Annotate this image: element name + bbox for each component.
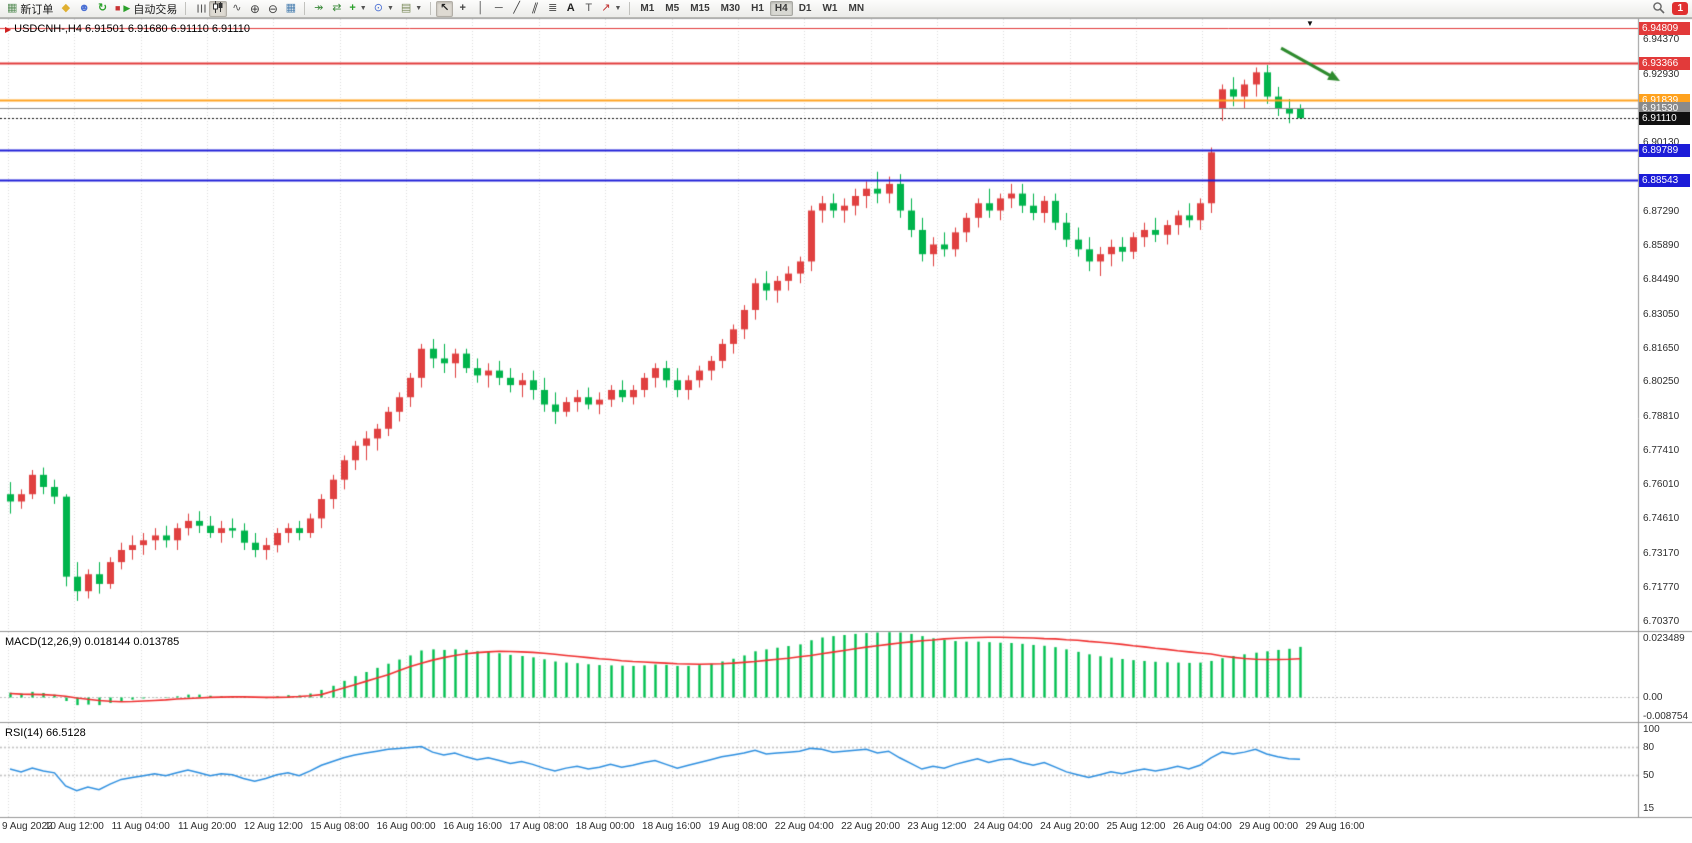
- zoom-out-button[interactable]: ⊖: [264, 1, 281, 17]
- fibonacci-icon: ≣: [548, 2, 558, 14]
- tile-windows-button[interactable]: ▦: [282, 1, 299, 17]
- new-order-label: 新订单: [20, 3, 54, 16]
- bar-chart-button[interactable]: ☰: [191, 1, 208, 17]
- chart-shift-icon: ⇄: [332, 2, 342, 14]
- person-icon: ☻: [78, 2, 90, 14]
- chart-shift-marker[interactable]: ▼: [1306, 19, 1314, 28]
- autotrading-button[interactable]: ■ ▶ 自动交易: [112, 1, 180, 17]
- chart-shift-button[interactable]: ⇄: [328, 1, 345, 17]
- text-label-button[interactable]: T: [580, 1, 597, 17]
- timeframe-d1-button[interactable]: D1: [798, 3, 812, 14]
- timeframe-m15-button[interactable]: M15: [690, 3, 710, 14]
- candlestick-chart-button[interactable]: [209, 0, 228, 17]
- timeframe-m30-button[interactable]: M30: [720, 3, 741, 14]
- autotrading-label: 自动交易: [133, 3, 178, 16]
- timeframe-w1-button[interactable]: W1: [822, 3, 838, 14]
- text-icon: A: [566, 2, 575, 14]
- cursor-icon: ↖: [440, 2, 450, 14]
- indicators-plus-icon: +: [349, 2, 356, 14]
- arrows-button[interactable]: ↗ ▼: [598, 1, 624, 17]
- cursor-button[interactable]: ↖: [436, 0, 454, 17]
- channel-icon: ∥: [530, 2, 540, 14]
- auto-scroll-icon: ↠: [314, 2, 324, 14]
- tile-windows-icon: ▦: [285, 2, 297, 14]
- chevron-down-icon: ▼: [415, 5, 423, 12]
- channel-button[interactable]: ∥: [526, 1, 543, 17]
- trendline-button[interactable]: ╱: [508, 1, 525, 17]
- timeframe-h4-button[interactable]: H4: [769, 1, 793, 16]
- zoom-in-icon: ⊕: [249, 1, 260, 16]
- refresh-button[interactable]: ↻: [94, 1, 111, 17]
- toolbar-separator: [629, 2, 631, 15]
- symbol-marker-icon: ▶: [5, 25, 12, 34]
- text-label-icon: T: [585, 2, 593, 14]
- timeframe-mn-button[interactable]: MN: [848, 3, 865, 14]
- search-button[interactable]: [1649, 1, 1668, 17]
- editor-icon: ◆: [61, 2, 71, 14]
- horizontal-line-icon: ─: [494, 2, 503, 14]
- play-icon: ■: [114, 3, 121, 13]
- periods-button[interactable]: ⊙ ▼: [371, 1, 397, 17]
- notification-badge[interactable]: 1: [1672, 2, 1688, 15]
- crosshair-button[interactable]: +: [454, 1, 471, 17]
- crosshair-icon: +: [459, 2, 466, 14]
- refresh-icon: ↻: [97, 2, 108, 14]
- rsi-header: RSI(14) 66.5128: [5, 727, 86, 739]
- candlestick-icon: [212, 1, 224, 16]
- chart-header-text: USDCNH-,H4 6.91501 6.91680 6.91110 6.911…: [14, 23, 251, 35]
- toolbar-separator: [430, 2, 432, 15]
- profiles-button[interactable]: ☻: [75, 1, 93, 17]
- bar-chart-icon: ☰: [194, 3, 207, 14]
- timeframe-h1-button[interactable]: H1: [751, 3, 764, 14]
- line-chart-icon: ∿: [232, 2, 242, 14]
- timeframe-m5-button[interactable]: M5: [665, 3, 680, 14]
- toolbar: ▦ 新订单 ◆ ☻ ↻ ■ ▶ 自动交易 ☰ ∿ ⊕ ⊖ ▦ ↠ ⇄ + ▼: [0, 0, 1692, 18]
- templates-button[interactable]: ▤ ▼: [398, 1, 425, 17]
- vertical-line-icon: │: [477, 2, 485, 14]
- fibonacci-button[interactable]: ≣: [544, 1, 561, 17]
- metaeditor-button[interactable]: ◆: [57, 1, 74, 17]
- template-icon: ▤: [400, 2, 412, 14]
- zoom-in-button[interactable]: ⊕: [246, 1, 263, 17]
- chart-plus-icon: ▦: [7, 2, 18, 14]
- toolbar-separator: [185, 2, 187, 15]
- timeframe-m1-button[interactable]: M1: [640, 3, 655, 14]
- horizontal-line-button[interactable]: ─: [490, 1, 507, 17]
- text-button[interactable]: A: [562, 1, 579, 17]
- macd-header: MACD(12,26,9) 0.018144 0.013785: [5, 636, 180, 648]
- vertical-line-button[interactable]: │: [472, 1, 489, 17]
- chevron-down-icon: ▼: [386, 5, 394, 12]
- chevron-down-icon: ▼: [359, 5, 367, 12]
- toolbar-separator: [304, 2, 306, 15]
- indicators-button[interactable]: + ▼: [346, 1, 369, 17]
- auto-scroll-button[interactable]: ↠: [310, 1, 327, 17]
- line-chart-button[interactable]: ∿: [228, 1, 245, 17]
- arrow-object-icon: ↗: [601, 2, 611, 14]
- trendline-icon: ╱: [513, 2, 521, 14]
- zoom-out-icon: ⊖: [267, 1, 278, 16]
- clock-icon: ⊙: [373, 2, 383, 14]
- new-order-button[interactable]: ▦ 新订单: [4, 1, 56, 17]
- search-icon: [1652, 1, 1666, 17]
- autotrading-play-icon: ▶: [123, 3, 131, 13]
- chevron-down-icon: ▼: [614, 5, 622, 12]
- chart-header: ▶ USDCNH-,H4 6.91501 6.91680 6.91110 6.91…: [5, 23, 250, 35]
